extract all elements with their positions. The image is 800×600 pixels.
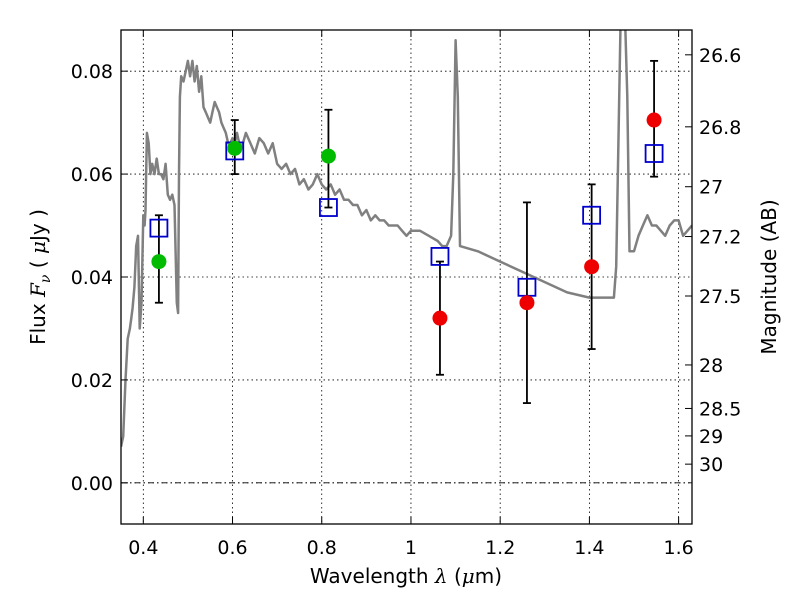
y-tick-labels: 0.00 0.02 0.04 0.06 0.08 <box>71 61 113 495</box>
x-tick-label: 1.4 <box>574 537 604 559</box>
x-axis-label: Wavelength λ (μm) <box>310 564 502 588</box>
magnitude-tick-label: 29 <box>699 426 723 448</box>
model-flux-square-point <box>149 218 169 238</box>
magnitude-tick-label: 27 <box>699 177 723 199</box>
magnitude-tick-labels: 26.6 26.8 27 27.2 27.5 28 28.5 29 30 <box>699 45 741 476</box>
magnitude-tick-label: 27.2 <box>699 227 741 249</box>
x-tick-label: 0.6 <box>217 537 247 559</box>
red-flux-point <box>646 112 662 128</box>
y-tick-label: 0.06 <box>71 164 113 186</box>
green-flux-point <box>320 148 336 164</box>
red-flux-point <box>519 295 535 311</box>
model-flux-square-point <box>644 144 664 163</box>
red-flux-point <box>432 310 448 326</box>
magnitude-tick-label: 26.8 <box>699 117 741 139</box>
magnitude-tick-label: 28.5 <box>699 398 741 420</box>
y-tick-label: 0.04 <box>71 267 113 289</box>
magnitude-tick-label: 27.5 <box>699 286 741 308</box>
red-flux-point <box>584 259 600 275</box>
y-tick-label: 0.00 <box>71 473 113 495</box>
x-tick-label: 0.8 <box>307 537 337 559</box>
x-tick-label: 1 <box>405 537 417 559</box>
y-tick-label: 0.02 <box>71 370 113 392</box>
model-flux-square-point <box>430 247 450 266</box>
y-tick-label: 0.08 <box>71 61 113 83</box>
magnitude-tick-label: 28 <box>699 355 723 377</box>
marker-layer <box>149 112 664 326</box>
model-flux-square-point <box>582 205 602 225</box>
spectrum-layer <box>121 30 692 448</box>
x-tick-label: 1.6 <box>664 537 694 559</box>
y-axis-label: Flux Fν ( μJy ) <box>26 209 54 345</box>
green-flux-point <box>151 254 167 270</box>
green-flux-point <box>227 140 243 156</box>
x-tick-label: 1.2 <box>485 537 515 559</box>
model-flux-square-point <box>319 198 338 217</box>
tick-layer <box>121 30 692 524</box>
magnitude-tick-label: 30 <box>699 454 723 476</box>
x-tick-labels: 0.4 0.6 0.8 1 1.2 1.4 1.6 <box>128 537 694 559</box>
x-tick-label: 0.4 <box>128 537 158 559</box>
magnitude-tick-label: 26.6 <box>699 45 741 67</box>
y2-axis-label: Magnitude (AB) <box>757 199 781 354</box>
model-spectrum-line <box>121 30 692 448</box>
